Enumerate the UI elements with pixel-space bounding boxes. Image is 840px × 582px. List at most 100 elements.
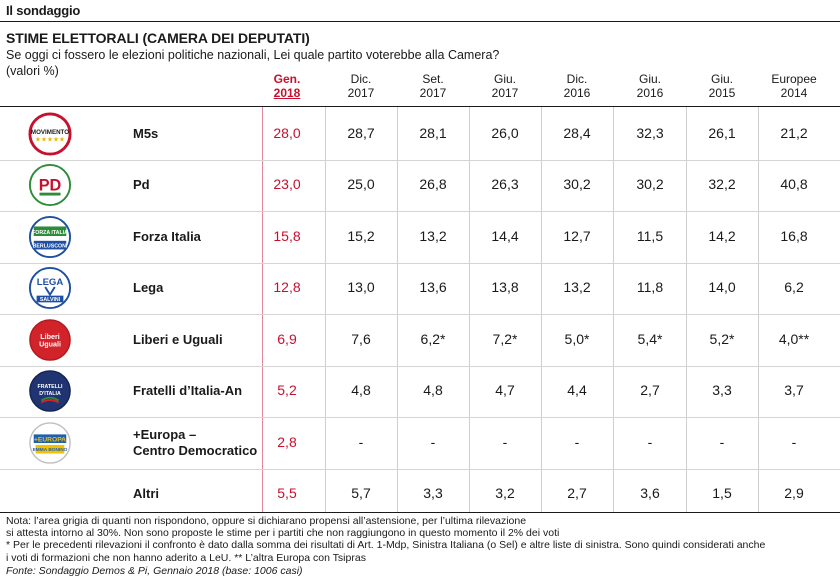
row-separator — [0, 468, 840, 470]
column-header: Giu. 2015 — [686, 72, 758, 100]
svg-text:Liberi: Liberi — [40, 333, 59, 341]
table-cell-value: 2,7 — [567, 485, 587, 502]
column-divider — [613, 107, 614, 512]
table-cell-value: 21,2 — [780, 124, 808, 141]
party-name: Forza Italia — [133, 229, 201, 245]
table-cell-value: 26,0 — [491, 124, 519, 141]
bottom-rule — [0, 512, 840, 513]
table-cell-value: 14,4 — [491, 227, 519, 244]
table-cell-value: - — [502, 433, 508, 450]
svg-text:BERLUSCONI: BERLUSCONI — [33, 243, 68, 249]
table-cell-value: 2,7 — [640, 382, 660, 399]
movimento-5-stelle-logo: MOVIMENTO ★★★★★ — [28, 112, 72, 156]
column-header-month: Europee — [771, 72, 817, 86]
column-header-year: 2015 — [708, 86, 736, 100]
piu-europa-logo: +EUROPA EMMA BONINO — [28, 421, 72, 465]
source-credit: Fonte: Sondaggio Demos & Pi, Gennaio 201… — [6, 565, 303, 577]
row-separator — [0, 211, 840, 212]
table-cell-value: 26,3 — [491, 176, 519, 193]
svg-text:PD: PD — [39, 177, 62, 195]
table-cell-value: 13,0 — [347, 279, 375, 296]
svg-text:FRATELLI: FRATELLI — [38, 384, 64, 390]
notes: Nota: l’area grigia di quanti non rispon… — [6, 515, 834, 564]
table-cell-value: 5,0* — [564, 330, 590, 347]
table-cell-value: 12,7 — [563, 227, 591, 244]
table-cell-value: 5,4* — [637, 330, 663, 347]
lega-logo: LEGA SALVINI — [28, 266, 72, 310]
table-cell-value: 28,1 — [419, 124, 447, 141]
table-cell-value: 30,2 — [563, 176, 591, 193]
liberi-e-uguali-logo: Liberi Uguali — [28, 318, 72, 362]
svg-text:SALVINI: SALVINI — [40, 297, 61, 303]
note-line: Nota: l’area grigia di quanti non rispon… — [6, 515, 527, 527]
table-cell-value: 30,2 — [636, 176, 664, 193]
kicker-rule — [0, 21, 840, 22]
table-cell-value: 16,8 — [780, 227, 808, 244]
column-header: Gen. 2018 — [251, 72, 323, 100]
forza-italia-logo: FORZA ITALIA BERLUSCONI — [28, 215, 72, 259]
kicker: Il sondaggio — [6, 3, 81, 18]
table-cell-value: 3,7 — [784, 382, 804, 399]
table-cell-value: 6,2 — [784, 279, 804, 296]
column-header-month: Set. — [422, 72, 444, 86]
svg-text:FORZA ITALIA: FORZA ITALIA — [32, 230, 68, 236]
table-cell-value: - — [574, 433, 580, 450]
column-header: Europee 2014 — [758, 72, 830, 100]
party-name-line: Fratelli d’Italia-An — [133, 383, 243, 399]
table-cell-value: 4,4 — [567, 382, 587, 399]
column-header: Set. 2017 — [397, 72, 469, 100]
party-name-line: Centro Democratico — [133, 442, 258, 458]
column-header-year: 2016 — [636, 86, 664, 100]
table-cell-value: - — [791, 433, 797, 450]
partito-democratico-logo: PD — [28, 163, 72, 207]
note-line: * Per le precedenti rilevazioni il confr… — [6, 539, 766, 552]
svg-text:★★★★★: ★★★★★ — [35, 135, 65, 143]
note-line: si attesta intorno al 30%. Non sono prop… — [6, 527, 560, 540]
column-header-month: Giu. — [710, 72, 733, 86]
table-cell-value: 15,2 — [347, 227, 375, 244]
table-cell-value: 3,3 — [423, 485, 443, 502]
table-cell-value: 28,7 — [347, 124, 375, 141]
party-name: +Europa – Centro Democratico — [133, 427, 257, 459]
table-cell-value: 5,2 — [277, 382, 297, 399]
table-cell-value: 4,7 — [495, 382, 515, 399]
column-header-month: Dic. — [350, 72, 372, 86]
column-divider — [469, 107, 470, 512]
table-cell-value: 5,2* — [709, 330, 735, 347]
table-cell-value: 40,8 — [780, 176, 808, 193]
table-cell-value: 5,5 — [277, 485, 297, 502]
svg-text:MOVIMENTO: MOVIMENTO — [31, 129, 69, 136]
table-cell-value: 26,1 — [708, 124, 736, 141]
column-header-month: Giu. — [638, 72, 661, 86]
table-cell-value: 13,2 — [419, 227, 447, 244]
party-name-line: Altri — [133, 486, 159, 502]
table-cell-value: 25,0 — [347, 176, 375, 193]
column-headers: Gen. 2018 Dic. 2017 Set. 2017 Giu. 2017 Dic. 2016… — [0, 72, 840, 106]
column-header-month: Gen. — [273, 72, 301, 86]
table-cell-value: 11,8 — [636, 279, 664, 296]
chart-subtitle: Se oggi ci fossero le elezioni politiche… — [6, 48, 500, 62]
column-header: Dic. 2016 — [541, 72, 613, 100]
column-header-year: 2016 — [563, 86, 591, 100]
table-cell-value: 2,9 — [784, 485, 804, 502]
party-name: M5s — [133, 126, 158, 142]
table-cell-value: 1,5 — [712, 485, 732, 502]
column-header-year: 2017 — [419, 86, 447, 100]
fratelli-d-italia-logo: FRATELLI D'ITALIA — [28, 369, 72, 413]
party-name: Lega — [133, 280, 163, 296]
current-column-divider — [262, 107, 263, 512]
table-cell-value: 28,0 — [273, 124, 301, 141]
column-divider — [686, 107, 687, 512]
table-cell-value: 6,9 — [277, 330, 297, 347]
column-header-year: 2014 — [780, 86, 808, 100]
chart-title: STIME ELETTORALI (CAMERA DEI DEPUTATI) — [6, 30, 310, 46]
party-name-line: +Europa – — [133, 426, 197, 442]
column-header-month: Dic. — [566, 72, 588, 86]
table-cell-value: - — [647, 433, 653, 450]
table-cell-value: 2,8 — [277, 433, 297, 450]
party-name-line: Lega — [133, 280, 164, 296]
party-name: Liberi e Uguali — [133, 332, 223, 348]
table-cell-value: 15,8 — [273, 227, 301, 244]
column-divider — [397, 107, 398, 512]
svg-text:D'ITALIA: D'ITALIA — [39, 391, 61, 397]
